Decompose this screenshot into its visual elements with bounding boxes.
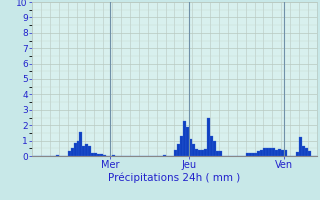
Bar <box>296 152 299 156</box>
Bar <box>76 141 79 156</box>
Bar <box>94 153 97 156</box>
Bar <box>112 155 115 156</box>
Bar <box>299 137 302 156</box>
Bar <box>71 148 74 156</box>
Bar <box>177 144 180 156</box>
Bar <box>258 151 260 156</box>
Bar <box>216 151 219 156</box>
Bar <box>74 143 76 156</box>
Bar <box>308 151 311 156</box>
Bar <box>263 148 266 156</box>
Bar <box>189 139 192 156</box>
Bar <box>97 154 100 156</box>
Bar <box>269 148 272 156</box>
Bar <box>83 146 85 156</box>
Bar <box>88 146 91 156</box>
Bar <box>284 150 287 156</box>
X-axis label: Précipitations 24h ( mm ): Précipitations 24h ( mm ) <box>108 173 241 183</box>
Bar <box>204 149 207 156</box>
Bar <box>305 148 308 156</box>
Bar <box>100 154 103 156</box>
Bar <box>174 150 177 156</box>
Bar <box>260 150 263 156</box>
Bar <box>183 121 186 156</box>
Bar <box>210 136 213 156</box>
Bar <box>281 150 284 156</box>
Bar <box>249 153 252 156</box>
Bar <box>85 144 88 156</box>
Bar <box>56 155 59 156</box>
Bar <box>103 155 106 156</box>
Bar <box>163 155 165 156</box>
Bar <box>246 153 249 156</box>
Bar <box>275 150 278 156</box>
Bar <box>213 141 216 156</box>
Bar <box>180 136 183 156</box>
Bar <box>278 149 281 156</box>
Bar <box>207 117 210 156</box>
Bar <box>91 153 94 156</box>
Bar <box>198 150 201 156</box>
Bar <box>195 149 198 156</box>
Bar <box>68 151 71 156</box>
Bar <box>272 148 275 156</box>
Bar <box>252 153 254 156</box>
Bar <box>266 148 269 156</box>
Bar <box>79 132 83 156</box>
Bar <box>219 151 222 156</box>
Bar <box>302 146 305 156</box>
Bar <box>201 150 204 156</box>
Bar <box>254 153 258 156</box>
Bar <box>186 127 189 156</box>
Bar <box>192 144 195 156</box>
